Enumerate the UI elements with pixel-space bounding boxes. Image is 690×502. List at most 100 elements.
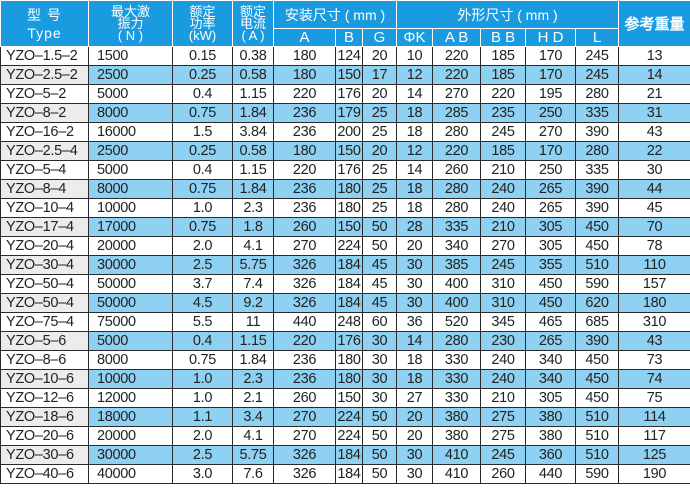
header-force-line: 振力 <box>117 15 144 31</box>
table-row: YZO–10–4 10000 1.0 2.3 236 180 25 18 280 240 265 39… <box>0 198 690 218</box>
value-cell: 30 <box>396 464 434 484</box>
value-cell: 450 <box>575 388 620 408</box>
value-cell: 45 <box>361 255 398 275</box>
value-cell: 30 <box>396 445 434 465</box>
value-cell: 2500 <box>88 65 173 85</box>
value-cell: 43 <box>618 331 690 351</box>
value-cell: 20 <box>396 236 434 256</box>
value-cell: 270 <box>480 236 527 256</box>
value-cell: 400 <box>432 274 482 294</box>
value-cell: 75 <box>618 388 690 408</box>
value-cell: 28 <box>396 217 434 237</box>
value-cell: 180 <box>618 293 690 313</box>
value-cell: 2.0 <box>172 236 233 256</box>
header-outline-group: 外形尺寸 ( mm ) <box>396 0 620 29</box>
value-cell: 60 <box>361 312 398 332</box>
value-cell: 184 <box>335 293 363 313</box>
value-cell: 180 <box>335 369 363 389</box>
value-cell: 180 <box>273 141 336 161</box>
table-row: YZO–8–2 8000 0.75 1.84 236 179 25 18 285 235 250 33… <box>0 103 690 123</box>
value-cell: 17 <box>361 65 398 85</box>
value-cell: 210 <box>480 217 527 237</box>
value-cell: 0.58 <box>232 65 274 85</box>
value-cell: 8000 <box>88 350 173 370</box>
value-cell: 185 <box>480 141 527 161</box>
value-cell: 185 <box>480 46 527 66</box>
value-cell: 240 <box>480 350 527 370</box>
value-cell: 310 <box>618 312 690 332</box>
value-cell: 235 <box>480 103 527 123</box>
value-cell: 326 <box>273 274 336 294</box>
header-power-line: 额定 <box>189 3 216 19</box>
header-current-line: 电流 <box>239 15 266 31</box>
value-cell: 280 <box>575 84 620 104</box>
value-cell: 240 <box>480 179 527 199</box>
value-cell: 176 <box>335 160 363 180</box>
header-force-unit: ( N ) <box>117 27 144 43</box>
value-cell: 190 <box>618 464 690 484</box>
value-cell: 50 <box>361 217 398 237</box>
value-cell: 450 <box>575 236 620 256</box>
value-cell: 270 <box>525 122 577 142</box>
table-row: YZO–50–4 50000 4.5 9.2 326 184 45 30 400 310 450 62… <box>0 293 690 313</box>
value-cell: 210 <box>480 160 527 180</box>
table-row: YZO–12–6 12000 1.0 2.1 260 150 30 27 330 210 305 45… <box>0 388 690 408</box>
table-row: YZO–20–4 20000 2.0 4.1 270 224 50 20 340 270 305 45… <box>0 236 690 256</box>
table-row: YZO–17–4 17000 0.75 1.8 260 150 50 28 335 210 305 4… <box>0 217 690 237</box>
model-cell: YZO–17–4 <box>0 217 89 237</box>
value-cell: 224 <box>335 236 363 256</box>
model-cell: YZO–75–4 <box>0 312 89 332</box>
value-cell: 30 <box>396 255 434 275</box>
header-b: B <box>335 28 363 47</box>
value-cell: 380 <box>432 407 482 427</box>
value-cell: 340 <box>432 236 482 256</box>
value-cell: 180 <box>273 46 336 66</box>
value-cell: 18 <box>396 369 434 389</box>
header-type-en: Type <box>27 24 62 41</box>
value-cell: 1.15 <box>232 84 274 104</box>
table-row: YZO–5–2 5000 0.4 1.15 220 176 20 14 270 220 195 280… <box>0 84 690 104</box>
value-cell: 150 <box>335 141 363 161</box>
table-row: YZO–30–6 30000 2.5 5.75 326 184 50 30 410 245 360 5… <box>0 445 690 465</box>
value-cell: 275 <box>480 407 527 427</box>
model-cell: YZO–50–4 <box>0 274 89 294</box>
value-cell: 176 <box>335 331 363 351</box>
value-cell: 380 <box>525 426 577 446</box>
value-cell: 157 <box>618 274 690 294</box>
value-cell: 5.75 <box>232 255 274 275</box>
model-cell: YZO–30–4 <box>0 255 89 275</box>
header-weight: 参考重量 <box>618 0 690 47</box>
value-cell: 5.75 <box>232 445 274 465</box>
table-row: YZO–20–6 20000 2.0 4.1 270 224 50 20 380 275 380 51… <box>0 426 690 446</box>
value-cell: 270 <box>273 236 336 256</box>
value-cell: 265 <box>525 198 577 218</box>
value-cell: 1.0 <box>172 388 233 408</box>
value-cell: 355 <box>525 255 577 275</box>
value-cell: 3.84 <box>232 122 274 142</box>
model-cell: YZO–16–2 <box>0 122 89 142</box>
value-cell: 4.1 <box>232 236 274 256</box>
value-cell: 270 <box>273 426 336 446</box>
value-cell: 260 <box>432 160 482 180</box>
table-row: YZO–8–4 8000 0.75 1.84 236 180 25 18 280 240 265 39… <box>0 179 690 199</box>
value-cell: 18 <box>396 198 434 218</box>
value-cell: 260 <box>273 217 336 237</box>
table-row: YZO–2.5–2 2500 0.25 0.58 180 150 17 12 220 185 170… <box>0 65 690 85</box>
value-cell: 390 <box>575 179 620 199</box>
header-l: L <box>575 28 620 47</box>
value-cell: 410 <box>432 445 482 465</box>
value-cell: 11 <box>232 312 274 332</box>
value-cell: 440 <box>525 464 577 484</box>
value-cell: 179 <box>335 103 363 123</box>
value-cell: 114 <box>618 407 690 427</box>
value-cell: 25 <box>361 103 398 123</box>
value-cell: 520 <box>432 312 482 332</box>
model-cell: YZO–5–6 <box>0 331 89 351</box>
value-cell: 185 <box>480 65 527 85</box>
model-cell: YZO–5–2 <box>0 84 89 104</box>
model-cell: YZO–2.5–4 <box>0 141 89 161</box>
value-cell: 10000 <box>88 369 173 389</box>
value-cell: 14 <box>618 65 690 85</box>
value-cell: 270 <box>432 84 482 104</box>
value-cell: 0.4 <box>172 160 233 180</box>
